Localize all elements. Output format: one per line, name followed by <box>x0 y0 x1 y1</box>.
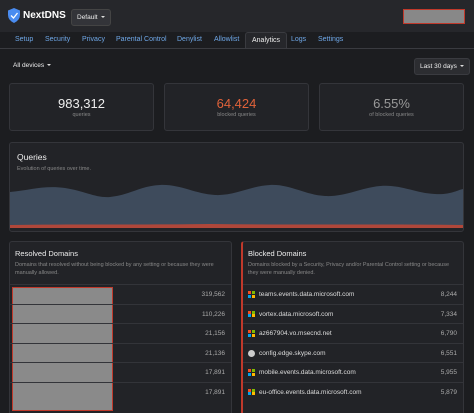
resolved-count: 110,226 <box>201 310 225 318</box>
blocked-area <box>10 224 463 228</box>
queries-title: Queries <box>17 152 47 162</box>
blocked-count: 6,790 <box>440 330 457 337</box>
tab[interactable]: Allowlist <box>214 36 240 43</box>
domain-icon <box>248 388 255 396</box>
tab[interactable]: Parental Control <box>116 36 167 43</box>
brand: NextDNS <box>23 10 66 21</box>
stat-card <box>164 83 309 131</box>
tab[interactable]: Settings <box>318 36 344 43</box>
domain-icon <box>248 349 255 357</box>
blocked-row[interactable]: mobile.events.data.microsoft.com 5,955 <box>243 362 463 381</box>
blocked-row[interactable]: eu-office.events.data.microsoft.com 5,879 <box>243 381 463 401</box>
tab[interactable]: Privacy <box>82 36 105 43</box>
blocked-count: 8,244 <box>440 291 457 298</box>
resolved-title: Resolved Domains <box>15 249 78 258</box>
device-filter-label: All devices <box>13 62 45 69</box>
blocked-domain: vortex.data.microsoft.com <box>259 310 334 318</box>
blocked-row[interactable]: az667904.vo.msecnd.net 6,790 <box>243 323 463 342</box>
resolved-count: 319,562 <box>201 291 226 298</box>
blocked-count: 7,334 <box>440 310 457 318</box>
blocked-domain: az667904.vo.msecnd.net <box>259 330 332 337</box>
resolved-count: 17,891 <box>205 369 225 376</box>
stat-label: queries <box>72 112 91 118</box>
tab[interactable]: Logs <box>291 36 307 43</box>
blocked-domain: mobile.events.data.microsoft.com <box>259 369 356 376</box>
stat-value: 6.55% <box>373 96 410 111</box>
blocked-row[interactable]: config.edge.skype.com 6,551 <box>243 342 463 362</box>
device-filter[interactable]: All devices <box>13 62 52 69</box>
queries-subtitle: Evolution of queries over time. <box>17 166 91 172</box>
tab-divider <box>0 48 474 49</box>
profile-select[interactable]: Default <box>71 9 111 26</box>
blocked-domain: config.edge.skype.com <box>259 349 326 357</box>
tab[interactable]: Setup <box>15 36 34 43</box>
blocked-count: 6,551 <box>440 349 457 357</box>
blocked-description: Domains blocked by a Security, Privacy a… <box>248 262 450 276</box>
redacted-account[interactable] <box>403 9 465 24</box>
stat-card <box>319 83 464 131</box>
tab[interactable]: Denylist <box>177 36 202 43</box>
profile-name: Default <box>77 14 98 21</box>
tab[interactable]: Security <box>45 36 71 43</box>
blocked-count: 5,955 <box>440 369 457 376</box>
blocked-domain: teams.events.data.microsoft.com <box>259 291 355 298</box>
blocked-domain: eu-office.events.data.microsoft.com <box>259 388 362 396</box>
stat-label: blocked queries <box>217 112 256 118</box>
blocked-count: 5,879 <box>440 388 457 396</box>
blocked-row[interactable]: vortex.data.microsoft.com 7,334 <box>243 303 463 323</box>
resolved-row[interactable]: 17,891 <box>10 381 231 401</box>
resolved-row[interactable]: 21,136 <box>10 342 231 362</box>
redacted-domains <box>12 287 113 411</box>
domain-icon <box>248 291 255 298</box>
resolved-row[interactable]: 110,226 <box>10 303 231 323</box>
range-select[interactable]: Last 30 days <box>414 58 470 75</box>
blocked-card <box>241 241 464 413</box>
tab[interactable]: Analytics <box>245 32 288 48</box>
resolved-row[interactable]: 17,891 <box>10 362 231 381</box>
stat-card <box>9 83 154 131</box>
stat-value: 64,424 <box>216 96 257 111</box>
logo <box>8 8 20 23</box>
range-label: Last 30 days <box>420 63 457 70</box>
stat-value: 983,312 <box>58 96 105 111</box>
domain-icon <box>248 310 255 318</box>
domain-icon <box>248 330 255 337</box>
resolved-row[interactable]: 21,156 <box>10 323 231 342</box>
resolved-count: 21,156 <box>205 330 225 337</box>
resolved-description: Domains that resolved without being bloc… <box>15 262 214 276</box>
resolved-count: 17,891 <box>205 388 225 396</box>
stat-label: of blocked queries <box>369 112 414 118</box>
queries-chart <box>10 184 463 228</box>
blocked-row[interactable]: teams.events.data.microsoft.com 8,244 <box>243 284 463 303</box>
resolved-row[interactable]: 319,562 <box>10 284 231 303</box>
queries-area <box>10 184 463 228</box>
domain-icon <box>248 369 255 376</box>
blocked-title: Blocked Domains <box>248 249 307 258</box>
resolved-count: 21,136 <box>205 349 225 357</box>
